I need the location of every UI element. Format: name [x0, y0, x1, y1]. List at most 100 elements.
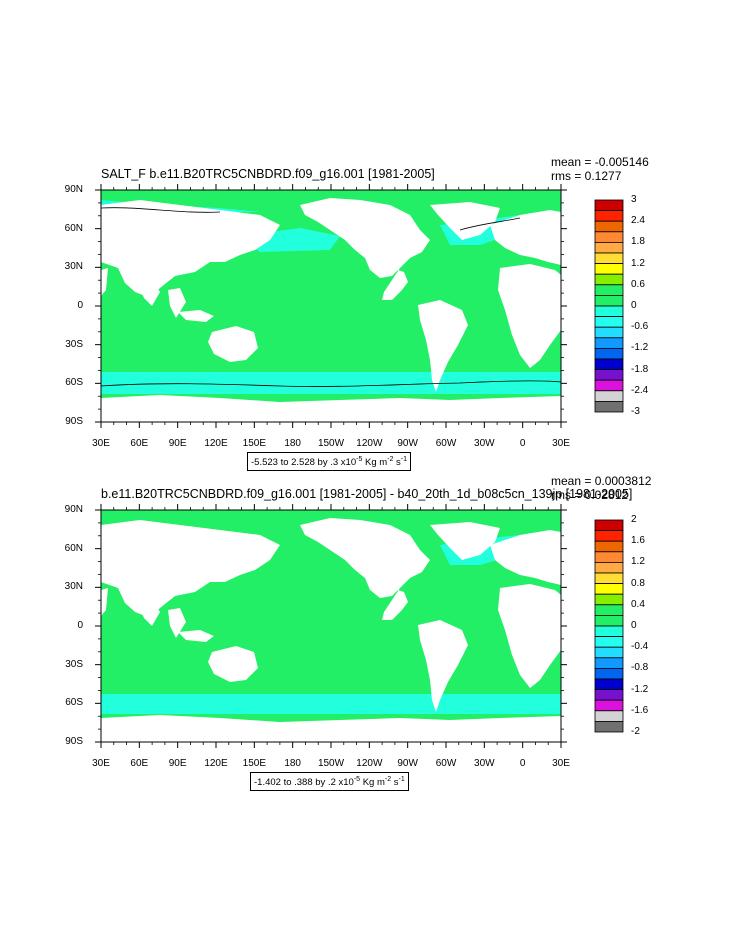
lon-label: 30E [552, 758, 570, 769]
lon-label: 180 [284, 758, 301, 769]
range-exp: -5 [353, 776, 361, 783]
lon-label: 30E [92, 438, 110, 449]
colorbar-swatch [594, 572, 624, 585]
colorbar-swatch [594, 721, 624, 733]
colorbar-label: 3 [631, 194, 637, 205]
colorbar-label: -2 [631, 726, 640, 737]
lat-label: 30N [64, 261, 83, 272]
colorbar-label: 0 [631, 620, 637, 631]
colorbar-label: 0.6 [631, 278, 645, 290]
lon-label: 60E [130, 438, 149, 449]
lon-label: 120E [204, 758, 228, 769]
range-unit2: s [391, 777, 399, 789]
colorbar-swatch [594, 369, 624, 381]
colorbar-label: 0.8 [631, 577, 645, 589]
lat-label: 0 [77, 620, 83, 631]
panel1-contour-north [100, 207, 521, 231]
colorbar-label: 0 [631, 300, 637, 311]
colorbar-swatch [594, 358, 624, 371]
colorbar-swatch [594, 689, 624, 701]
colorbar-label: 0.4 [631, 598, 645, 610]
colorbar-swatch [594, 305, 624, 318]
colorbar-label: -0.6 [631, 321, 649, 333]
colorbar-swatch [594, 593, 624, 606]
lat-label: 90N [64, 184, 83, 195]
colorbar-label: 1.2 [631, 257, 645, 269]
colorbar-swatch [594, 540, 624, 553]
range-exp3: -1 [400, 456, 408, 463]
colorbar-label: -0.8 [631, 662, 649, 674]
colorbar-label: -1.2 [631, 683, 649, 695]
lat-label: 60N [64, 543, 83, 554]
colorbar-swatch [594, 326, 624, 339]
lon-label: 30E [552, 438, 570, 449]
colorbar-swatch [594, 530, 624, 542]
colorbar-swatch [594, 400, 624, 413]
colorbar-label: -1.6 [631, 704, 649, 716]
colorbar-swatch [594, 273, 624, 286]
colorbar-label: -1.8 [631, 363, 649, 375]
colorbar-label: -1.2 [631, 342, 649, 354]
colorbar-swatch [594, 551, 624, 563]
colorbar-swatch [594, 668, 624, 680]
colorbar-swatch [594, 519, 624, 532]
lon-label: 150E [242, 438, 266, 449]
range-exp2: -2 [387, 456, 394, 463]
lon-label: 0 [519, 438, 526, 449]
colorbar-swatch [594, 210, 624, 222]
lat-label: 0 [77, 300, 83, 311]
colorbar-label: -2.4 [631, 384, 649, 396]
colorbar-swatch [594, 316, 624, 328]
panel2-map [100, 509, 562, 743]
lon-label: 60E [130, 758, 149, 769]
colorbar-swatch [594, 615, 624, 627]
lat-label: 90N [64, 504, 83, 515]
panel1-title: SALT_F b.e11.B20TRC5CNBDRD.f09_g16.001 [… [101, 167, 435, 181]
lon-label: 60W [435, 438, 457, 449]
range-unit: Kg m [360, 777, 385, 789]
colorbar-label: 1.8 [631, 236, 645, 248]
panel2-rms: rms = 0.02812 [551, 488, 629, 502]
range-exp3: -1 [398, 776, 405, 783]
lon-label: 30W [474, 758, 495, 769]
colorbar-swatch [594, 710, 624, 722]
panel2-range-box: -1.402 to .388 by .2 x10-5 Kg m-2 s-1 [250, 772, 409, 792]
lon-label: 90E [168, 758, 187, 769]
panel1-rms: rms = 0.1277 [551, 169, 622, 183]
colorbar-swatch [594, 646, 624, 659]
colorbar-swatch [594, 294, 624, 307]
range-text: -5.523 to 2.528 by .3 x10 [251, 457, 357, 469]
lon-label: 120W [356, 438, 383, 449]
lon-label: 90W [397, 438, 418, 449]
range-exp2: -2 [384, 776, 392, 783]
lon-label: 30W [474, 438, 495, 449]
panel1-colorbar [594, 199, 624, 413]
colorbar-label: 2.4 [631, 215, 645, 227]
colorbar-label: -0.4 [631, 641, 649, 653]
panel1-contour-south [100, 380, 562, 387]
lon-label: 0 [519, 758, 526, 769]
colorbar-label: 1.6 [631, 535, 645, 547]
axis-ticks [95, 184, 567, 748]
colorbar-label: -3 [631, 406, 640, 417]
panel2-mean: mean = 0.0003812 [551, 474, 652, 488]
lat-label: 90S [65, 416, 83, 427]
lat-label: 90S [65, 736, 83, 747]
colorbar-label: 2 [631, 514, 637, 525]
panel1-southern-ocean-band [101, 372, 561, 394]
colorbar-swatch [594, 347, 624, 360]
lat-label: 30N [64, 581, 83, 592]
colorbar-swatch [594, 231, 624, 243]
colorbar-swatch [594, 625, 624, 638]
lon-label: 90W [397, 758, 418, 769]
lat-label: 60N [64, 223, 83, 234]
lon-label: 30E [92, 758, 110, 769]
colorbar-swatch [594, 636, 624, 648]
lon-label: 60W [435, 758, 457, 769]
colorbar-swatch [594, 337, 624, 349]
lat-label: 60S [65, 377, 83, 388]
panel1-range-box: -5.523 to 2.528 by .3 x10-5 Kg m-2 s-1 [247, 452, 412, 472]
lon-label: 150E [242, 758, 266, 769]
lon-label: 150W [317, 758, 345, 769]
panel1-mean: mean = -0.005146 [551, 155, 649, 169]
